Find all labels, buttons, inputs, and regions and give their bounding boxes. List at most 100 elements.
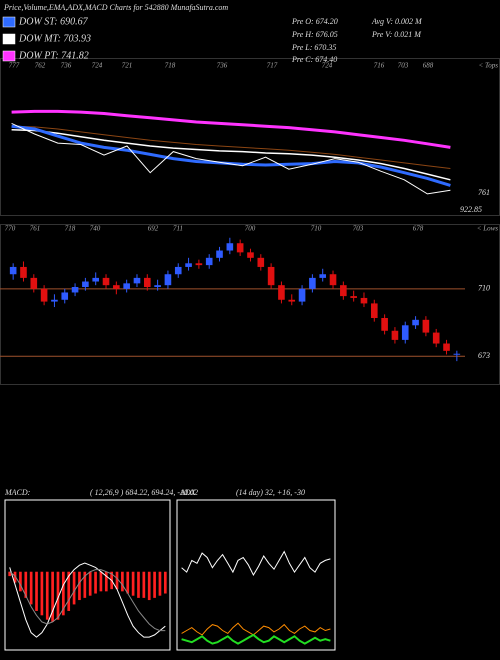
legend-label: DOW ST: 690.67 [18,16,89,27]
marker-label: 700 [245,225,256,233]
marker-label: 736 [217,62,228,70]
candle-body [340,285,347,297]
series-line [181,633,331,645]
candle-body [267,266,275,286]
legend-swatch [2,33,16,45]
series-line [181,550,331,577]
marker-label: 688 [423,62,434,70]
macd-panel [4,499,171,651]
candle-body [381,318,388,331]
candle-body [422,319,430,333]
marker-label: 762 [35,62,46,70]
marker-label: 761 [30,225,41,233]
candle-body [20,266,27,278]
candle-body [360,297,368,304]
candle-body [92,277,100,282]
candle-body [40,288,48,302]
candle-body [216,250,223,258]
candle-body [174,266,182,275]
candle-body [319,274,327,278]
marker-label: 716 [374,62,385,70]
level-label: 673 [478,351,490,360]
candle-body [226,243,234,251]
marker-label: 711 [173,225,183,233]
adx-panel [176,499,336,651]
marker-label: 717 [267,62,278,70]
panel-title: MACD: [4,488,31,497]
candle-body [401,325,409,340]
panel-subtitle: (14 day) 32, +16, -30 [236,488,305,497]
candle-body [443,343,450,351]
candle-body [288,299,296,302]
marker-label: 710 [311,225,322,233]
marker-caption: < Lows [477,225,499,233]
marker-label: 721 [122,62,133,70]
marker-label: 718 [165,62,176,70]
panel-title: ADX [179,488,197,497]
series-line [181,622,331,636]
candle-body [51,299,58,302]
marker-label: 678 [413,225,424,233]
price-info: Pre V: 0.021 M [371,30,422,39]
marker-label: 736 [61,62,72,70]
price-info: Pre H: 676.05 [291,30,338,39]
candle-body [350,296,357,298]
candle-body [278,285,285,300]
candle-body [133,277,141,284]
legend-swatch [2,16,16,28]
candle-body [298,288,306,302]
legend-label: DOW MT: 703.93 [18,33,91,44]
candle-body [195,263,203,266]
series-line [11,129,451,181]
series-line [11,125,451,169]
price-info: Pre O: 674.20 [291,17,338,26]
candle-body [453,353,461,355]
series-line [9,569,166,632]
candle-body [412,319,419,326]
marker-caption: < Tops [479,62,499,70]
candle-body [370,303,378,318]
candle-body [391,330,399,340]
candle-body [123,283,130,289]
marker-label: 703 [353,225,364,233]
candle-body [9,266,17,275]
candle-body [164,274,172,286]
price-info: Avg V: 0.002 M [371,17,423,26]
candle-body [432,332,440,344]
series-line [11,122,451,195]
legend-swatch [2,50,16,62]
annotation: 761 [478,188,490,197]
marker-label: 724 [92,62,103,70]
price-info: Pre C: 674.40 [291,55,337,64]
legend-label: DOW PT: 741.82 [18,50,89,61]
candle-body [236,243,244,253]
candle-body [185,263,192,267]
candle-body [329,274,337,286]
candle-body [113,285,120,289]
candle-body [154,285,161,287]
marker-label: 692 [148,225,159,233]
price-info: Pre L: 670.35 [291,43,336,52]
level-label: 710 [478,284,490,293]
candle-body [205,257,213,266]
marker-label: 718 [65,225,76,233]
candle-body [257,257,265,267]
page-title: Price,Volume,EMA,ADX,MACD Charts for 542… [3,3,228,12]
candle-body [309,277,316,289]
candle-body [30,277,38,289]
marker-label: 724 [322,62,333,70]
panel-subtitle: ( 12,26,9 ) 684.22, 694.24, -10.02 [90,488,198,497]
marker-label: 777 [9,62,20,70]
candle-body [71,287,79,293]
annotation: 922.85 [460,205,482,214]
candle-body [247,252,254,258]
marker-label: 703 [398,62,409,70]
candle-body [82,281,89,287]
candle-body [61,292,69,300]
candle-body [143,277,151,287]
marker-label: 740 [90,225,101,233]
candle-body [102,277,110,286]
series-line [9,562,166,638]
